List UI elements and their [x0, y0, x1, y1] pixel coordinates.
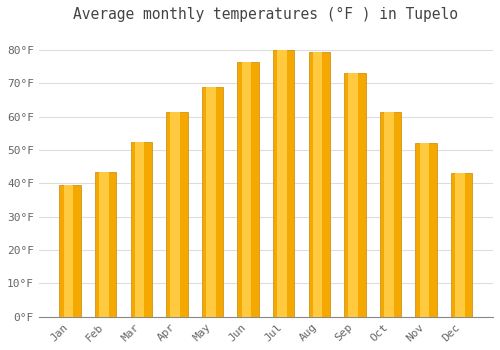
Bar [166, 112, 188, 317]
Bar [64, 185, 73, 317]
Bar [242, 62, 251, 317]
Bar [170, 112, 180, 317]
Title: Average monthly temperatures (°F ) in Tupelo: Average monthly temperatures (°F ) in Tu… [74, 7, 458, 22]
Bar [95, 172, 116, 317]
Bar [202, 87, 223, 317]
Bar [238, 62, 259, 317]
Bar [60, 185, 81, 317]
Bar [135, 142, 144, 317]
Bar [277, 50, 287, 317]
Bar [384, 112, 394, 317]
Bar [130, 142, 152, 317]
Bar [313, 52, 322, 317]
Bar [344, 74, 366, 317]
Bar [206, 87, 216, 317]
Bar [308, 52, 330, 317]
Bar [380, 112, 401, 317]
Bar [99, 172, 109, 317]
Bar [420, 144, 429, 317]
Bar [273, 50, 294, 317]
Bar [416, 144, 437, 317]
Bar [451, 174, 472, 317]
Bar [455, 174, 465, 317]
Bar [348, 74, 358, 317]
